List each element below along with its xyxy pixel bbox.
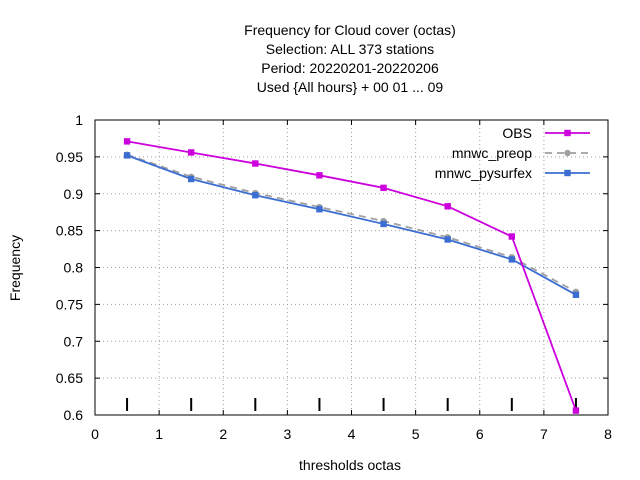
x-tick-label: 8 xyxy=(604,426,612,442)
x-tick-label: 5 xyxy=(412,426,420,442)
legend-label-obs: OBS xyxy=(502,125,532,141)
legend-label-mnwc-pysurfex: mnwc_pysurfex xyxy=(435,165,532,181)
title-line-1: Frequency for Cloud cover (octas) xyxy=(244,22,456,38)
data-point-obs xyxy=(123,138,131,145)
x-tick-label: 7 xyxy=(540,426,548,442)
data-point-obs xyxy=(508,233,516,240)
y-tick-label: 0.65 xyxy=(56,370,83,386)
data-point-obs xyxy=(252,160,259,167)
series xyxy=(123,138,580,414)
grid xyxy=(95,120,608,415)
y-tick-label: 0.95 xyxy=(56,149,83,165)
data-point-obs xyxy=(444,203,451,210)
series-line-obs xyxy=(126,140,577,411)
series-obs xyxy=(123,138,580,414)
series-mnwc-pysurfex xyxy=(123,152,580,298)
title-line-3: Period: 20220201-20220206 xyxy=(261,60,439,76)
chart-title: Frequency for Cloud cover (octas) Selecti… xyxy=(244,22,456,95)
y-tick-label: 1 xyxy=(75,112,83,128)
legend-label-mnwc-preop: mnwc_preop xyxy=(452,145,532,161)
y-tick-label: 0.7 xyxy=(64,333,84,349)
data-point-mnwc-pysurfex xyxy=(572,291,580,298)
data-point-mnwc-pysurfex xyxy=(123,152,131,159)
legend-marker-obs xyxy=(564,129,571,137)
data-point-obs xyxy=(316,172,323,179)
data-point-mnwc-pysurfex xyxy=(252,192,259,199)
axis-ticks: 0 1 2 3 4 5 6 7 8 0.6 0.65 0.7 0.75 0.8 0.85 0.9 0.95 1 xyxy=(56,112,612,442)
data-point-obs xyxy=(380,184,387,192)
y-tick-label: 0.9 xyxy=(64,186,84,202)
title-line-2: Selection: ALL 373 stations xyxy=(266,41,434,57)
data-point-mnwc-pysurfex xyxy=(508,256,516,263)
legend-marker-mnwc-pysurfex xyxy=(564,169,571,177)
x-tick-label: 0 xyxy=(91,426,99,442)
x-tick-label: 1 xyxy=(155,426,163,442)
data-point-mnwc-pysurfex xyxy=(316,206,323,213)
series-line-mnwc-pysurfex xyxy=(126,154,577,296)
x-tick-label: 6 xyxy=(476,426,484,442)
data-point-mnwc-pysurfex xyxy=(187,175,195,183)
title-line-4: Used {All hours} + 00 01 ... 09 xyxy=(257,79,444,95)
y-tick-label: 0.8 xyxy=(64,260,84,276)
x-tick-label: 4 xyxy=(348,426,356,442)
data-point-obs xyxy=(572,407,580,414)
y-tick-label: 0.6 xyxy=(64,407,84,423)
data-point-mnwc-pysurfex xyxy=(444,236,451,243)
legend: OBS mnwc_preop mnwc_pysurfex xyxy=(435,125,590,181)
x-axis-label: thresholds octas xyxy=(299,457,401,473)
y-tick-label: 0.75 xyxy=(56,296,83,312)
data-point-mnwc-pysurfex xyxy=(380,220,387,228)
series-line-mnwc-preop xyxy=(126,153,577,293)
y-axis-label: Frequency xyxy=(7,235,23,301)
y-tick-label: 0.85 xyxy=(56,223,83,239)
data-point-obs xyxy=(187,149,195,156)
legend-marker-mnwc-preop xyxy=(564,149,571,157)
x-tick-label: 3 xyxy=(283,426,291,442)
x-tick-label: 2 xyxy=(219,426,227,442)
